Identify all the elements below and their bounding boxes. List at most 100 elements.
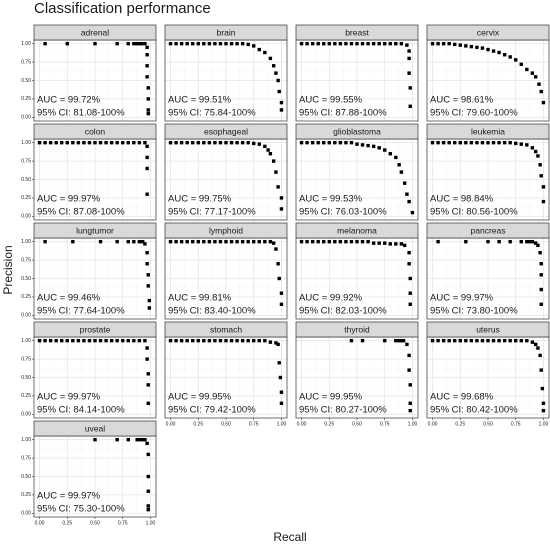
point [305,239,309,244]
annotation: AUC = 99.92% [299,293,363,304]
annotation: AUC = 99.75% [168,194,232,205]
x-axis-label: Recall [273,530,306,544]
annotation: 95% CI: 80.27-100% [299,405,387,416]
point [185,239,189,244]
point [147,298,152,303]
point [408,86,412,90]
point [185,41,189,46]
point [202,338,206,343]
point [508,140,512,145]
point [436,41,440,46]
point [174,338,178,343]
x-tick-label: 0.75 [380,421,390,427]
point [240,239,245,244]
point [410,210,415,215]
point [146,86,150,90]
point [146,401,150,405]
point [316,41,320,46]
point [146,111,150,116]
point [497,140,501,145]
point [276,262,280,266]
point [430,41,435,46]
point [145,192,149,196]
point [126,437,130,442]
point [140,239,145,244]
annotation: 95% CI: 77.17-100% [168,207,256,218]
x-tick-label: 0.00 [428,421,438,427]
point [397,163,401,167]
point [383,41,387,46]
y-tick-label: 1.00 [21,338,31,344]
y-tick-label: 1.00 [21,437,31,443]
point [146,504,150,508]
point [538,251,542,255]
point [229,239,234,244]
point [447,140,451,145]
point [514,141,518,146]
facet-strip [33,24,157,41]
point [235,239,239,244]
point [137,41,142,46]
point [121,140,125,145]
facet-strip [295,24,419,41]
point [115,140,119,145]
point [76,140,81,145]
point [143,437,147,442]
point [310,140,315,145]
y-tick-label: 0.75 [21,257,31,263]
x-tick-label: 0.00 [297,421,307,427]
point [530,71,535,75]
point [436,140,440,145]
point [327,41,331,46]
point [541,185,546,189]
point [469,338,474,343]
point [327,140,331,145]
point [213,41,217,46]
point [388,41,392,46]
annotation: AUC = 99.95% [168,392,232,403]
point [246,239,250,244]
x-tick-label: 1.00 [277,421,287,427]
point [60,140,64,145]
point [263,50,267,55]
y-tick-label: 0.50 [21,177,31,183]
point [140,437,145,442]
point [458,140,462,145]
annotation: 95% CI: 81.08-100% [37,108,125,119]
point [240,41,245,46]
point [502,338,507,343]
point [399,41,404,46]
y-tick-label: 0.00 [21,412,31,418]
y-tick-label: 0.00 [21,115,31,121]
x-tick-label: 0.50 [352,421,362,427]
annotation: AUC = 98.84% [430,194,494,205]
facet-strip [164,123,288,140]
facet-label: glioblastoma [333,126,381,136]
x-tick-label: 0.25 [62,520,72,526]
point [514,58,518,62]
point [104,140,108,145]
annotation: AUC = 99.97% [37,392,101,403]
point [65,140,69,145]
point [143,242,147,246]
point [401,338,406,343]
point [174,41,178,46]
facet-strip [295,222,419,239]
facet-label: thyroid [344,324,370,334]
point [519,62,523,66]
point [533,241,538,245]
point [218,41,223,46]
point [257,142,261,146]
point [65,41,69,46]
point [480,46,485,50]
point [276,78,280,83]
point [480,338,485,343]
point [174,140,178,145]
point [464,239,468,244]
point [207,140,212,145]
point [98,338,103,343]
point [430,338,435,343]
point [464,338,468,343]
point [126,239,130,244]
facet-strip [295,123,419,140]
